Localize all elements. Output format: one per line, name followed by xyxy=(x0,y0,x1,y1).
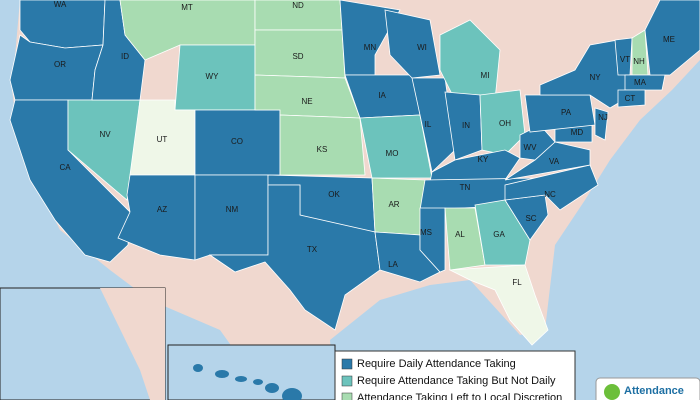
state-label: MT xyxy=(181,3,193,12)
state-label: UT xyxy=(157,135,168,144)
state-label: ME xyxy=(663,35,675,44)
state-label: NC xyxy=(544,190,556,199)
state-label: MA xyxy=(634,78,647,87)
state-label: FL xyxy=(512,278,522,287)
state-label: GA xyxy=(493,230,505,239)
state-label: WA xyxy=(54,0,67,9)
state-label: ND xyxy=(292,1,304,10)
legend-swatch xyxy=(341,392,353,400)
logo-box xyxy=(595,377,700,400)
state-label: CO xyxy=(231,137,243,146)
state-label: NH xyxy=(633,57,645,66)
state-label: TX xyxy=(307,245,318,254)
hawaii-inset xyxy=(167,344,336,400)
state-label: AL xyxy=(455,230,465,239)
state-label: NE xyxy=(301,97,312,106)
state-label: NY xyxy=(589,73,601,82)
logo-apple xyxy=(604,384,620,400)
state xyxy=(339,0,401,76)
legend-label: Attendance Taking Left to Local Discreti… xyxy=(357,392,562,400)
state-labels: WA OR CA NV ID MT WY UT AZ CO NM ND SD NE KS OK TX MN IA MO… xyxy=(53,0,675,352)
state xyxy=(617,89,646,108)
hawaii xyxy=(193,364,302,400)
state xyxy=(594,107,609,141)
state-label: LA xyxy=(388,260,398,269)
state-label: MS xyxy=(420,228,432,237)
logo-text: Attendance xyxy=(624,385,684,397)
state xyxy=(479,89,526,156)
state-label: VA xyxy=(549,157,560,166)
legend-swatch xyxy=(341,375,353,387)
state xyxy=(279,114,366,176)
legend-label: Require Daily Attendance Taking xyxy=(357,358,516,370)
state-label: WI xyxy=(417,43,427,52)
legend-items: Require Daily Attendance Taking Require A… xyxy=(341,358,562,400)
state-label: WY xyxy=(206,72,220,81)
state-label: PA xyxy=(561,108,572,117)
canada-inset xyxy=(100,288,165,400)
legend-swatch xyxy=(341,358,353,370)
state xyxy=(419,207,446,273)
state-label: IA xyxy=(378,91,386,100)
state-label: WV xyxy=(524,143,538,152)
state-label: NV xyxy=(99,130,111,139)
state xyxy=(448,264,549,346)
legend-label: Require Attendance Taking But Not Daily xyxy=(357,375,556,387)
state-label: AR xyxy=(388,200,399,209)
state xyxy=(194,174,269,261)
state xyxy=(504,141,591,181)
state-label: CT xyxy=(625,94,636,103)
state-label: MI xyxy=(481,71,490,80)
state-label: OK xyxy=(328,190,340,199)
state-label: KY xyxy=(478,155,489,164)
state-label: NJ xyxy=(598,113,608,122)
state-label: IL xyxy=(425,120,432,129)
state-label: OH xyxy=(499,119,511,128)
state-label: AZ xyxy=(157,205,167,214)
state-label: MD xyxy=(571,128,584,137)
state-label: VT xyxy=(620,55,630,64)
state xyxy=(644,0,700,76)
state-label: SC xyxy=(525,214,536,223)
legend xyxy=(334,350,576,400)
state-label: ID xyxy=(121,52,129,61)
state-label: SD xyxy=(292,52,303,61)
state-label: CA xyxy=(59,163,71,172)
state xyxy=(208,184,381,331)
state xyxy=(474,199,531,266)
state xyxy=(359,114,433,179)
state-label: KS xyxy=(317,145,328,154)
state-label: IN xyxy=(462,121,470,130)
state xyxy=(384,9,441,79)
state-label: TN xyxy=(460,183,471,192)
state-label: MO xyxy=(386,149,399,158)
state-label: NM xyxy=(226,205,239,214)
state-label: OR xyxy=(54,60,66,69)
states xyxy=(9,0,700,400)
state xyxy=(411,77,456,173)
state-label: MN xyxy=(364,43,377,52)
